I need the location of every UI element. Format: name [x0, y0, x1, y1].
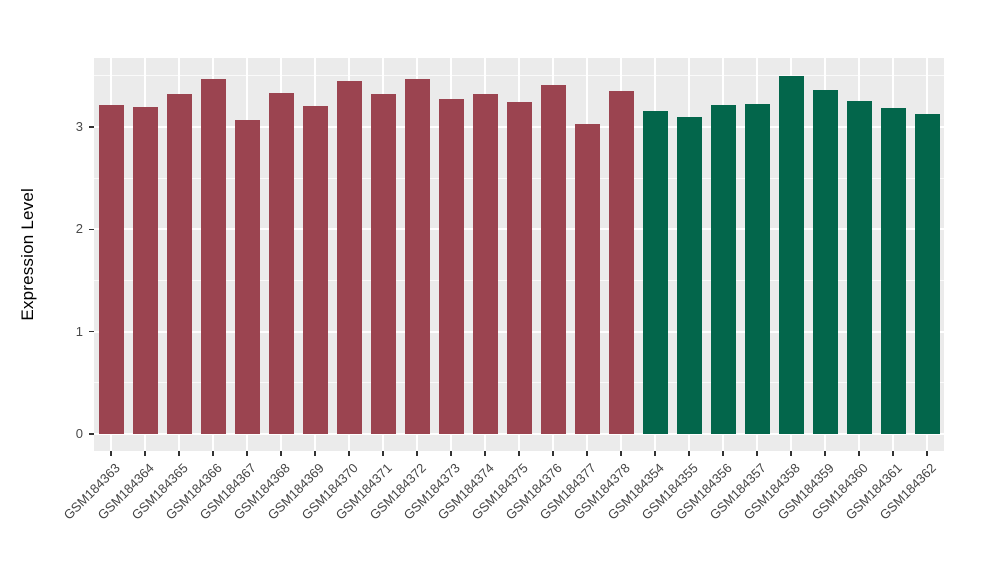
x-tick-mark-GSM184367: [246, 451, 248, 456]
x-axis: GSM184363 GSM184364 GSM184365 GSM184366 GSM1…: [61, 451, 944, 576]
y-tick-label-1: 1: [75, 323, 83, 339]
x-tick-mark-GSM184376: [552, 451, 554, 456]
x-tick-mark-GSM184355: [688, 451, 690, 456]
x-tick-mark-GSM184378: [620, 451, 622, 456]
bar-GSM184359: [812, 90, 838, 434]
bar-GSM184378: [608, 91, 634, 434]
x-tick-mark-GSM184358: [790, 451, 792, 456]
x-tick-mark-GSM184377: [586, 451, 588, 456]
x-tick-mark-GSM184364: [144, 451, 146, 456]
x-tick-mark-GSM184371: [382, 451, 384, 456]
bar-GSM184365: [166, 94, 192, 434]
bar-GSM184368: [268, 93, 294, 434]
bar-GSM184366: [200, 79, 226, 434]
x-tick-mark-GSM184372: [416, 451, 418, 456]
bar-GSM184375: [506, 101, 532, 434]
x-tick-mark-GSM184363: [110, 451, 112, 456]
y-tick-label-0: 0: [75, 426, 83, 441]
plot-panel: [94, 58, 944, 451]
bar-GSM184377: [574, 124, 600, 434]
x-tick-mark-GSM184374: [484, 451, 486, 456]
bar-GSM184356: [710, 104, 736, 434]
x-tick-mark-GSM184361: [892, 451, 894, 456]
bar-GSM184374: [472, 94, 498, 434]
y-tick-mark-0: [89, 433, 94, 435]
bar-GSM184354: [642, 110, 668, 434]
x-tick-mark-GSM184357: [756, 451, 758, 456]
x-tick-mark-GSM184365: [178, 451, 180, 456]
y-tick-mark-1: [89, 330, 94, 333]
bar-GSM184371: [370, 94, 396, 434]
x-tick-mark-GSM184375: [518, 451, 520, 456]
bar-GSM184360: [846, 100, 872, 434]
bar-GSM184357: [744, 103, 770, 434]
bar-GSM184358: [778, 75, 804, 434]
bar-GSM184376: [540, 85, 566, 434]
x-tick-mark-GSM184370: [348, 451, 350, 456]
bar-GSM184364: [132, 106, 158, 434]
bar-GSM184372: [404, 79, 430, 434]
bar-GSM184361: [880, 107, 906, 434]
x-tick-mark-GSM184359: [824, 451, 826, 456]
bar-GSM184363: [98, 104, 124, 434]
bar-GSM184369: [302, 105, 328, 434]
bar-GSM184362: [914, 113, 940, 434]
x-tick-mark-GSM184369: [314, 451, 316, 456]
x-tick-mark-GSM184360: [858, 451, 860, 456]
y-tick-mark-2: [89, 228, 94, 231]
y-tick-label-3: 3: [75, 119, 83, 135]
x-tick-mark-GSM184366: [212, 451, 214, 456]
x-tick-mark-GSM184373: [450, 451, 452, 456]
x-tick-mark-GSM184356: [722, 451, 724, 456]
y-tick-label-2: 2: [75, 221, 83, 237]
y-axis: 0 1 2 3: [0, 58, 94, 451]
x-tick-mark-GSM184362: [926, 451, 928, 456]
x-tick-mark-GSM184368: [280, 451, 282, 456]
bar-GSM184355: [676, 116, 702, 434]
bar-GSM184373: [438, 99, 464, 434]
x-tick-mark-GSM184354: [654, 451, 656, 456]
bar-GSM184367: [234, 119, 260, 434]
bar-GSM184370: [336, 81, 362, 434]
y-tick-mark-3: [89, 126, 94, 128]
